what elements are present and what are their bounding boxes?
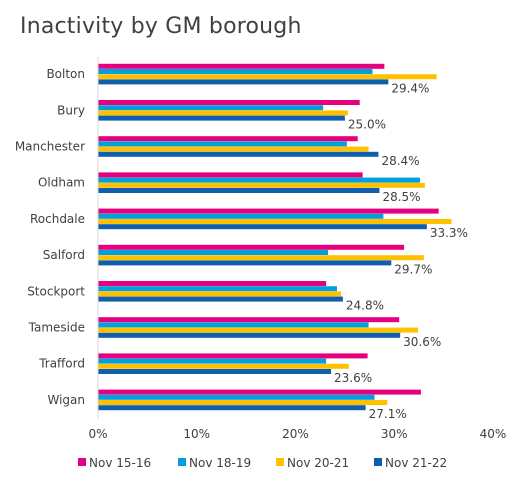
bar [98,332,401,338]
bar [98,141,347,147]
bar [98,188,380,193]
bar [98,219,452,224]
x-tick-label: 10% [183,427,210,441]
bar [98,105,324,111]
category-label: Oldham [38,176,85,190]
bar [98,63,385,69]
category-label: Bolton [46,67,85,81]
bar [98,74,437,80]
bar [98,260,392,266]
category-label: Trafford [38,357,85,371]
bar [98,358,327,364]
data-label: 29.4% [391,81,429,95]
data-label: 23.6% [334,371,372,385]
x-tick-label: 20% [282,427,309,441]
bar [98,151,379,157]
bar [98,115,345,121]
bar [98,296,343,302]
category-labels: Bolton Bury Manchester Oldham Rochdale Salfor… [15,67,85,407]
data-labels: 29.4% 25.0% 28.4% 28.5% 33.3% 29.7% 24.8% 30.6%… [334,81,468,421]
bars-group [98,63,452,411]
x-axis-ticks: 0% 10% 20% 30% 40% [88,57,506,441]
bar [98,136,358,142]
legend-label: Nov 21-22 [385,456,447,470]
data-label: 28.4% [381,154,419,168]
bar [98,69,373,74]
data-label: 33.3% [430,226,468,240]
category-label: Salford [43,248,85,262]
bar [98,255,424,261]
bar [98,146,369,152]
bar [98,244,405,250]
data-label: 27.1% [369,407,407,421]
bar [98,281,327,286]
category-label: Wigan [47,393,85,407]
bar [98,250,329,255]
bar [98,291,341,297]
category-label: Stockport [27,284,85,298]
x-tick-label: 0% [88,427,107,441]
legend: Nov 15-16 Nov 18-19 Nov 20-21 Nov 21-22 [78,456,447,470]
bar [98,213,384,219]
bar [98,327,418,333]
bar [98,79,389,85]
bar [98,100,360,105]
bar [98,110,348,116]
x-tick-label: 40% [480,427,507,441]
x-tick-label: 30% [381,427,408,441]
bar [98,363,349,369]
data-label: 28.5% [382,190,420,204]
category-label: Tameside [28,321,85,335]
data-label: 30.6% [403,335,441,349]
bar [98,405,366,411]
legend-label: Nov 18-19 [189,456,251,470]
data-label: 24.8% [346,299,384,313]
legend-label: Nov 15-16 [89,456,151,470]
data-label: 25.0% [348,118,386,132]
bar [98,389,421,395]
bar [98,208,439,214]
chart-title: Inactivity by GM borough [20,14,302,39]
bar [98,177,420,183]
bar [98,317,400,323]
bar [98,286,337,292]
category-label: Manchester [15,140,85,154]
legend-swatch [276,458,284,466]
bar [98,400,388,405]
bar [98,172,363,178]
bar [98,322,369,328]
legend-label: Nov 20-21 [287,456,349,470]
legend-swatch [78,458,86,466]
bar [98,224,427,230]
category-label: Bury [57,103,85,117]
bar [98,394,375,400]
legend-swatch [178,458,186,466]
legend-swatch [374,458,382,466]
data-label: 29.7% [394,262,432,276]
category-label: Rochdale [30,212,85,226]
bar [98,182,425,188]
bar [98,369,332,374]
bar [98,353,368,359]
